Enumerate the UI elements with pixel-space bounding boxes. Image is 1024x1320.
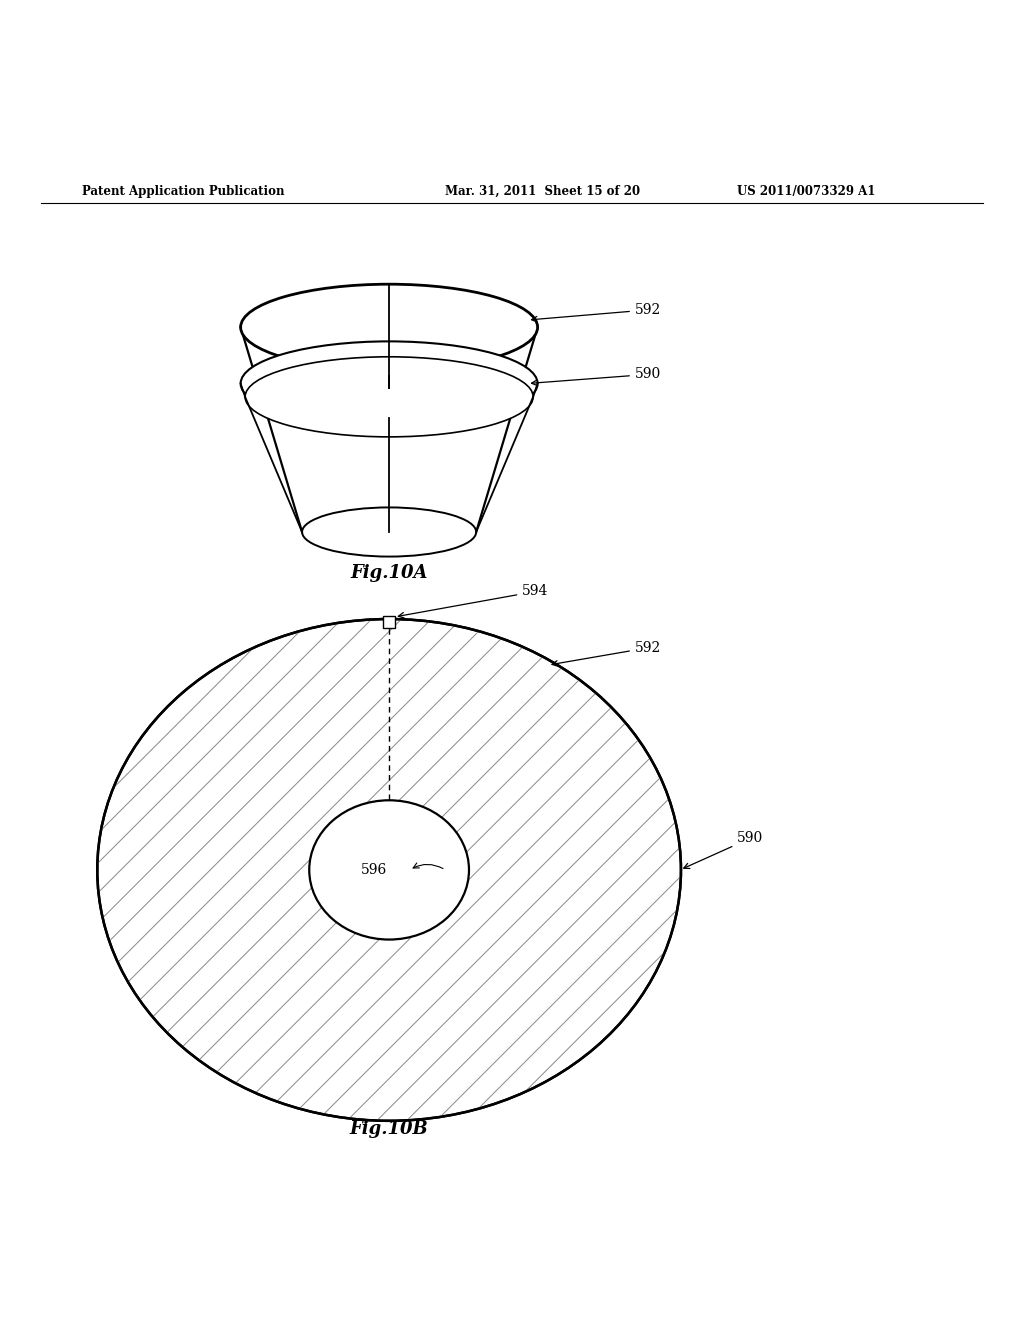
- Text: Mar. 31, 2011  Sheet 15 of 20: Mar. 31, 2011 Sheet 15 of 20: [445, 185, 641, 198]
- Bar: [383, 616, 395, 628]
- Text: Fig.10B: Fig.10B: [350, 1119, 428, 1138]
- Ellipse shape: [302, 507, 476, 557]
- Text: 596: 596: [360, 863, 387, 876]
- Ellipse shape: [241, 284, 538, 370]
- Ellipse shape: [309, 800, 469, 940]
- Text: 594: 594: [398, 585, 549, 618]
- Ellipse shape: [97, 619, 681, 1121]
- Text: Patent Application Publication: Patent Application Publication: [82, 185, 285, 198]
- Ellipse shape: [241, 342, 538, 425]
- Text: 592: 592: [531, 302, 662, 322]
- Text: Fig.10A: Fig.10A: [350, 564, 428, 582]
- Text: 590: 590: [684, 832, 764, 869]
- Text: 590: 590: [531, 367, 662, 385]
- Text: US 2011/0073329 A1: US 2011/0073329 A1: [737, 185, 876, 198]
- Polygon shape: [241, 327, 538, 532]
- Ellipse shape: [245, 356, 534, 437]
- Text: 592: 592: [552, 640, 662, 667]
